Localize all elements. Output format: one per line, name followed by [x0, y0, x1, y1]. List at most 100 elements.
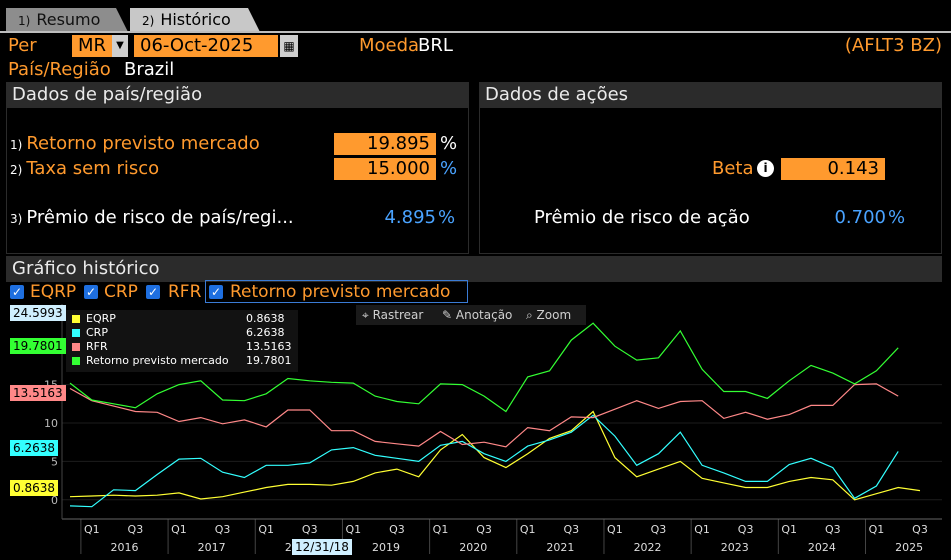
year-label-2022: 2022: [634, 541, 662, 554]
y-tick-label-1: 5: [51, 455, 58, 468]
x-tick-label-2020q3: Q3: [476, 523, 492, 536]
legend-name-market-return: Retorno previsto mercado: [86, 354, 229, 367]
stock-panel: [479, 108, 942, 254]
x-tick-label-2023q3: Q3: [738, 523, 754, 536]
zoom-label: Zoom: [536, 308, 572, 322]
country-premium-num: 3): [10, 212, 23, 226]
crosshair-label: Rastrear: [372, 308, 424, 322]
pencil-icon: ✎: [442, 308, 456, 322]
series-line-eqrp: [69, 410, 921, 501]
chart-toolbar: [356, 305, 586, 325]
info-icon[interactable]: i: [757, 160, 774, 177]
per-select[interactable]: MR: [72, 35, 112, 57]
beta-label: Beta: [712, 158, 754, 179]
x-tick-label-2018q1: Q1: [258, 523, 274, 536]
legend-name-crp: CRP: [86, 326, 108, 339]
legend-name-eqrp: EQRP: [86, 312, 116, 325]
cursor-date-tag: 12/31/18: [292, 539, 352, 555]
x-tick-label-2019q3: Q3: [389, 523, 405, 536]
x-tick-label-2017q3: Q3: [215, 523, 231, 536]
currency-value: BRL: [418, 35, 453, 56]
toggle-eqrp-label[interactable]: EQRP: [30, 282, 77, 302]
stock-panel-title: Dados de ações: [479, 82, 942, 108]
country-value: Brazil: [124, 59, 175, 80]
crosshair-icon: ⌖: [362, 308, 373, 322]
market-return-num: 1): [10, 138, 23, 152]
currency-label: Moeda: [359, 35, 420, 56]
risk-free-unit: %: [440, 158, 458, 179]
x-tick-label-2024q3: Q3: [825, 523, 841, 536]
risk-free-num: 2): [10, 163, 23, 177]
axis-tag-crp: 6.2638: [10, 440, 58, 456]
toggle-market-return-checkbox[interactable]: ✓: [209, 285, 223, 299]
country-panel-title: Dados de país/região: [6, 82, 469, 108]
toggle-eqrp-checkbox[interactable]: ✓: [10, 285, 24, 299]
legend-swatch-rfr: [72, 343, 80, 351]
toggle-rfr-checkbox[interactable]: ✓: [146, 285, 160, 299]
series-line-retorno-previsto-mercado: [69, 322, 899, 413]
tab-resumo[interactable]: 1) Resumo: [6, 8, 128, 32]
toggle-rfr-label[interactable]: RFR: [168, 282, 202, 302]
risk-free-text: Taxa sem risco: [26, 158, 160, 179]
year-label-2017: 2017: [198, 541, 226, 554]
toggle-market-return-label[interactable]: Retorno previsto mercado: [230, 282, 451, 302]
tab-divider: [0, 31, 951, 33]
x-tick-label-2021q1: Q1: [520, 523, 536, 536]
date-field[interactable]: 06-Oct-2025: [134, 35, 278, 57]
year-label-2019: 2019: [372, 541, 400, 554]
market-return-field[interactable]: 19.895: [334, 133, 436, 155]
axis-tag-market-return: 19.7801: [10, 338, 66, 354]
axis-tag-eqrp: 0.8638: [10, 480, 58, 496]
country-premium-text: Prêmio de risco de país/regi...: [26, 207, 294, 228]
tab-historico[interactable]: 2) Histórico: [130, 8, 260, 32]
tab-historico-label: Histórico: [160, 10, 231, 29]
grid: [62, 384, 942, 501]
chevron-down-icon[interactable]: ▼: [112, 35, 128, 57]
x-tick-label-2022q3: Q3: [651, 523, 667, 536]
tab-historico-num: 2): [142, 14, 155, 28]
country-premium-unit: %: [438, 207, 456, 228]
beta-field[interactable]: 0.143: [781, 158, 885, 180]
legend-value-crp: 6.2638: [246, 326, 285, 339]
toggle-market-return-focus: [205, 280, 468, 303]
x-tick-label-2024q1: Q1: [781, 523, 797, 536]
x-tick-label-2020q1: Q1: [433, 523, 449, 536]
annotate-label: Anotação: [455, 308, 513, 322]
series-line-rfr: [69, 383, 899, 448]
y-tick-label-0: 0: [51, 494, 58, 507]
country-panel: [6, 108, 469, 254]
series-lines: [69, 322, 921, 508]
legend-swatch-crp: [72, 329, 80, 337]
x-tick-label-2025q3: Q3: [912, 523, 928, 536]
toggle-crp-checkbox[interactable]: ✓: [84, 285, 98, 299]
market-return-label[interactable]: 1) Retorno previsto mercado: [10, 133, 260, 154]
x-tick-label-2021q3: Q3: [563, 523, 579, 536]
year-label-2016: 2016: [110, 541, 138, 554]
toggle-crp-label[interactable]: CRP: [104, 282, 138, 302]
stock-premium-label: Prêmio de risco de ação: [534, 207, 750, 228]
risk-free-field[interactable]: 15.000: [334, 158, 436, 180]
risk-free-label[interactable]: 2) Taxa sem risco: [10, 158, 159, 179]
calendar-icon[interactable]: ▦: [280, 35, 298, 57]
tab-resumo-num: 1): [18, 14, 31, 28]
zoom-icon: ⌕: [526, 308, 537, 322]
country-label: País/Região: [8, 59, 111, 80]
crosshair-tool[interactable]: ⌖ Rastrear: [362, 308, 423, 323]
annotate-tool[interactable]: ✎ Anotação: [442, 308, 512, 322]
axis-tag-max: 24.5993: [10, 305, 66, 321]
x-tick-label-2018q3: Q3: [302, 523, 318, 536]
legend-name-rfr: RFR: [86, 340, 108, 353]
y-tick-label-2: 10: [44, 417, 58, 430]
x-tick-label-2016q3: Q3: [128, 523, 144, 536]
chart-legend: EQRP 0.8638 CRP 6.2638 RFR 13.5163 Retor…: [66, 310, 298, 372]
x-tick-label-2017q1: Q1: [171, 523, 187, 536]
tab-resumo-label: Resumo: [36, 10, 101, 29]
market-return-unit: %: [440, 133, 458, 154]
x-tick-label-2019q1: Q1: [345, 523, 361, 536]
x-tick-label-2023q1: Q1: [694, 523, 710, 536]
year-label-2021: 2021: [546, 541, 574, 554]
zoom-tool[interactable]: ⌕ Zoom: [526, 308, 571, 323]
legend-value-market-return: 19.7801: [246, 354, 292, 367]
legend-value-rfr: 13.5163: [246, 340, 292, 353]
historical-chart[interactable]: 051015 Q1Q3Q1Q3Q1Q3Q1Q3Q1Q3Q1Q3Q1Q3Q1Q3Q…: [0, 304, 951, 560]
